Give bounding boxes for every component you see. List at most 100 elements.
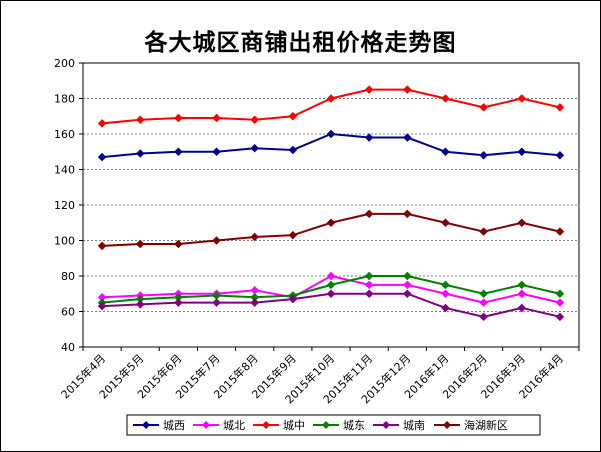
- y-tick-label: 40: [61, 341, 75, 354]
- data-point: [479, 298, 488, 307]
- y-tick-label: 100: [54, 235, 75, 248]
- legend-label: 城南: [403, 419, 425, 432]
- data-point: [402, 271, 412, 281]
- series-1: [97, 129, 565, 162]
- data-point: [517, 289, 527, 299]
- legend-marker: [262, 421, 270, 429]
- data-point: [364, 271, 374, 281]
- data-point: [135, 149, 145, 158]
- data-point: [326, 289, 336, 299]
- data-point: [364, 133, 374, 142]
- data-point: [97, 241, 107, 251]
- series-6: [97, 209, 565, 251]
- legend-item: 海湖新区: [434, 418, 508, 432]
- data-point: [402, 209, 412, 219]
- data-point: [441, 218, 450, 228]
- legend-label: 城东: [343, 419, 365, 432]
- data-point: [441, 289, 450, 299]
- y-tick-label: 180: [54, 93, 75, 106]
- data-point: [479, 289, 488, 299]
- series-5: [97, 289, 565, 322]
- data-point: [555, 227, 565, 236]
- data-point: [517, 94, 527, 103]
- data-point: [135, 115, 145, 125]
- series-4: [97, 271, 565, 307]
- y-tick-label: 200: [54, 57, 75, 70]
- data-point: [212, 147, 221, 157]
- data-point: [212, 113, 221, 123]
- legend: 城西 城北 城中 城东 城南 海湖新区: [126, 414, 541, 436]
- legend-marker: [322, 421, 330, 429]
- data-point: [441, 147, 450, 157]
- data-point: [364, 280, 374, 290]
- data-point: [364, 85, 374, 94]
- legend-item: 城西: [133, 419, 185, 432]
- data-point: [479, 312, 488, 322]
- data-point: [250, 298, 260, 307]
- data-point: [174, 239, 183, 249]
- data-point: [135, 239, 145, 249]
- legend-item: 城北: [193, 419, 245, 432]
- data-point: [212, 298, 221, 307]
- y-tick-label: 160: [54, 128, 75, 141]
- data-point: [441, 94, 450, 103]
- data-point: [479, 227, 488, 236]
- data-point: [555, 312, 565, 322]
- data-point: [441, 280, 450, 290]
- data-point: [402, 289, 412, 299]
- data-point: [517, 303, 527, 313]
- data-point: [97, 118, 107, 128]
- data-point: [555, 298, 565, 307]
- data-point: [479, 150, 488, 160]
- data-point: [402, 133, 412, 142]
- data-point: [326, 271, 336, 281]
- data-point: [326, 94, 336, 103]
- data-point: [174, 298, 183, 307]
- legend-marker: [202, 421, 210, 429]
- data-point: [97, 301, 107, 311]
- data-point: [479, 103, 488, 112]
- data-point: [288, 294, 298, 304]
- data-point: [288, 145, 298, 155]
- data-point: [135, 300, 145, 309]
- legend-item: 城南: [373, 419, 425, 432]
- legend-marker: [142, 421, 150, 429]
- legend-item: 城东: [313, 419, 365, 432]
- data-point: [441, 303, 450, 313]
- data-point: [402, 280, 412, 290]
- legend-label: 海湖新区: [464, 418, 508, 432]
- data-point: [555, 150, 565, 160]
- series-3: [97, 85, 565, 128]
- legend-item: 城中: [253, 419, 305, 432]
- data-point: [517, 147, 527, 157]
- data-point: [250, 115, 260, 125]
- data-point: [402, 85, 412, 94]
- legend-marker: [382, 421, 390, 429]
- data-point: [326, 218, 336, 228]
- y-tick-label: 80: [61, 270, 75, 283]
- data-point: [250, 232, 260, 242]
- data-point: [517, 218, 527, 228]
- legend-label: 城西: [163, 419, 185, 432]
- data-point: [364, 289, 374, 299]
- data-point: [288, 230, 298, 240]
- legend-label: 城北: [223, 419, 245, 432]
- data-point: [97, 152, 107, 162]
- data-point: [288, 111, 298, 121]
- data-point: [174, 113, 183, 123]
- y-tick-label: 140: [54, 164, 75, 177]
- data-point: [517, 280, 527, 290]
- data-point: [364, 209, 374, 219]
- data-point: [250, 143, 260, 153]
- data-point: [212, 236, 221, 245]
- data-point: [326, 129, 336, 139]
- chart-title: 各大城区商铺出租价格走势图: [144, 30, 457, 56]
- data-point: [326, 280, 336, 290]
- data-point: [555, 289, 565, 299]
- data-point: [174, 147, 183, 157]
- legend-marker: [443, 421, 451, 429]
- y-tick-label: 120: [54, 199, 75, 212]
- legend-label: 城中: [283, 419, 305, 432]
